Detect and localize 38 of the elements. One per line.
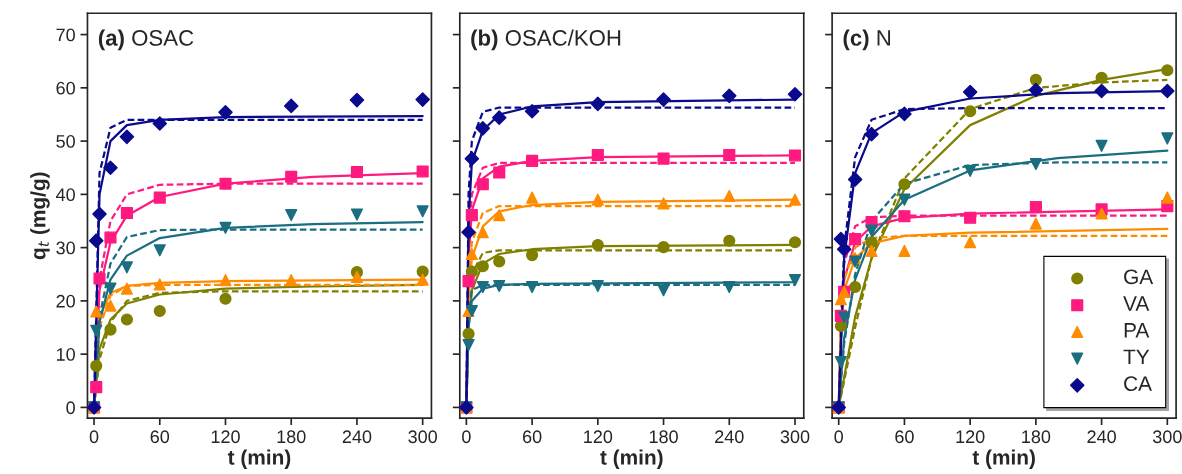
y-tick-label: 60 bbox=[56, 81, 75, 95]
y-tick-label: 50 bbox=[56, 135, 75, 148]
y-tick-label: 30 bbox=[56, 241, 75, 255]
x-tick-label: 180 bbox=[277, 430, 306, 444]
x-tick-label: 0 bbox=[89, 430, 99, 444]
legend-label: CA bbox=[1124, 376, 1152, 392]
x-tick-label: 240 bbox=[1087, 430, 1116, 444]
legend-label: PA bbox=[1124, 323, 1150, 338]
text: (a) OSAC bbox=[98, 29, 194, 51]
x-tick-label: 240 bbox=[715, 430, 744, 444]
x-tick-label: 240 bbox=[342, 430, 372, 444]
x-tick-label: 120 bbox=[211, 430, 240, 444]
y-tick-label: 0 bbox=[66, 401, 75, 415]
x-axis-title: t (min) bbox=[227, 449, 291, 469]
x-tick-label: 180 bbox=[649, 430, 678, 444]
x-axis-title: t (min) bbox=[600, 449, 663, 469]
x-tick-label: 120 bbox=[956, 430, 985, 444]
legend-label: VA bbox=[1123, 296, 1150, 311]
y-tick-label: 70 bbox=[56, 28, 75, 42]
legend-label: GA bbox=[1124, 269, 1154, 285]
y-tick-label: 20 bbox=[56, 294, 75, 308]
y-axis-title: q$_{t}$ (mg/g) bbox=[30, 172, 50, 260]
x-tick-label: 180 bbox=[1022, 430, 1051, 444]
x-tick-label: 120 bbox=[584, 430, 613, 444]
y-tick-label: 10 bbox=[56, 348, 75, 361]
text: (b) OSAC/KOH bbox=[471, 29, 621, 51]
text: (c) N bbox=[843, 29, 891, 51]
x-tick-label: 60 bbox=[522, 430, 542, 444]
x-tick-label: 60 bbox=[150, 430, 170, 444]
y-tick-label: 40 bbox=[56, 188, 75, 202]
x-tick-label: 0 bbox=[462, 430, 471, 444]
x-tick-label: 0 bbox=[834, 430, 844, 444]
x-tick-label: 60 bbox=[895, 430, 914, 444]
x-tick-label: 300 bbox=[1152, 430, 1182, 444]
legend-label: TY bbox=[1123, 349, 1150, 365]
x-tick-label: 300 bbox=[408, 430, 438, 444]
x-axis-title: t (min) bbox=[972, 449, 1035, 469]
x-tick-label: 300 bbox=[780, 430, 810, 444]
